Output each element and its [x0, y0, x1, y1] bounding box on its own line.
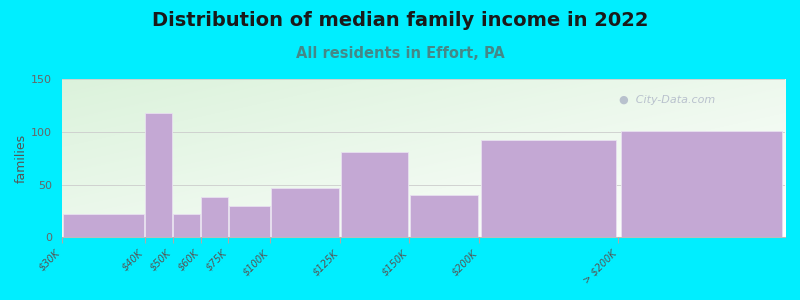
Bar [271, 188, 338, 237]
Text: Distribution of median family income in 2022: Distribution of median family income in … [152, 11, 648, 29]
Bar [229, 206, 270, 237]
Bar [410, 195, 478, 237]
Bar [621, 131, 782, 237]
Text: All residents in Effort, PA: All residents in Effort, PA [296, 46, 504, 62]
Text: ●  City-Data.com: ● City-Data.com [618, 95, 715, 105]
Bar [146, 113, 172, 237]
Bar [174, 214, 200, 237]
Bar [201, 197, 228, 237]
Y-axis label: families: families [15, 134, 28, 183]
Bar [341, 152, 408, 237]
Bar [62, 214, 144, 237]
Bar [481, 140, 616, 237]
